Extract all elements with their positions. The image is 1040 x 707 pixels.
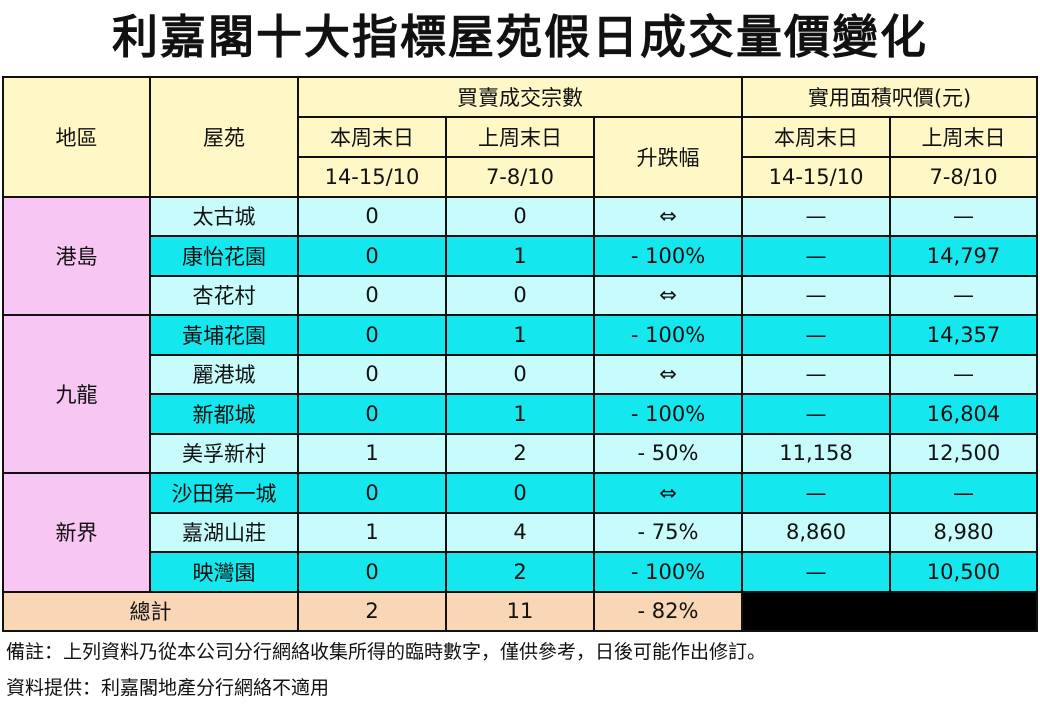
change-cell: - 100%	[592, 235, 744, 277]
last-price-cell: 8,980	[889, 511, 1039, 553]
change-cell: ⇔	[592, 274, 744, 316]
header-change: 升跌幅	[592, 116, 744, 198]
table-row: 美孚新村 1 2 - 50% 11,158 12,500	[3, 432, 1039, 474]
last-tx-cell: 0	[445, 274, 595, 316]
table-row: 康怡花園 0 1 - 100% — 14,797	[3, 235, 1039, 277]
last-price-cell: —	[889, 353, 1039, 395]
table-row: 杏花村 0 0 ⇔ — —	[3, 274, 1039, 316]
change-cell: - 75%	[592, 511, 744, 553]
this-tx-cell: 0	[297, 235, 447, 277]
this-tx-cell: 0	[297, 314, 447, 356]
last-tx-cell: 1	[445, 393, 595, 435]
estate-cell: 黃埔花園	[149, 314, 299, 356]
this-tx-cell: 0	[297, 274, 447, 316]
header-district: 地區	[2, 76, 151, 198]
last-price-cell: 16,804	[889, 393, 1039, 435]
this-price-cell: —	[741, 551, 892, 593]
this-price-cell: —	[741, 393, 892, 435]
page-title: 利嘉閣十大指標屋苑假日成交量價變化	[112, 10, 928, 64]
table-row: 麗港城 0 0 ⇔ — —	[3, 353, 1039, 395]
header-price-this-weekend: 本周末日	[741, 116, 892, 158]
estate-cell: 麗港城	[149, 353, 299, 395]
estate-cell: 康怡花園	[149, 235, 299, 277]
last-tx-cell: 1	[445, 235, 595, 277]
header-price-last-weekend-dates: 7-8/10	[889, 156, 1039, 198]
header-price-this-weekend-dates: 14-15/10	[741, 156, 892, 198]
this-price-cell: 11,158	[741, 432, 892, 474]
change-cell: - 100%	[592, 314, 744, 356]
last-tx-cell: 1	[445, 314, 595, 356]
last-price-cell: 12,500	[889, 432, 1039, 474]
estate-cell: 嘉湖山莊	[149, 511, 299, 553]
last-tx-cell: 0	[445, 195, 595, 237]
total-blackout	[741, 590, 1039, 632]
total-last-tx: 11	[445, 590, 595, 632]
this-tx-cell: 0	[297, 393, 447, 435]
this-tx-cell: 1	[297, 432, 447, 474]
this-price-cell: —	[741, 195, 892, 237]
change-cell: - 50%	[592, 432, 744, 474]
header-price-last-weekend: 上周末日	[889, 116, 1039, 158]
this-price-cell: —	[741, 314, 892, 356]
header-transactions-group: 買賣成交宗數	[296, 76, 744, 118]
last-tx-cell: 2	[445, 432, 595, 474]
this-tx-cell: 0	[297, 195, 447, 237]
last-price-cell: 14,357	[889, 314, 1039, 356]
this-tx-cell: 0	[297, 353, 447, 395]
header-estate: 屋苑	[149, 76, 299, 198]
table-row: 映灣園 0 2 - 100% — 10,500	[3, 551, 1039, 593]
this-price-cell: 8,860	[741, 511, 892, 553]
estate-cell: 杏花村	[149, 274, 299, 316]
this-price-cell: —	[741, 353, 892, 395]
change-cell: ⇔	[592, 472, 744, 514]
change-cell: ⇔	[592, 195, 744, 237]
estate-cell: 新都城	[149, 393, 299, 435]
last-price-cell: —	[889, 195, 1039, 237]
table-row: 九龍 黃埔花園 0 1 - 100% — 14,357	[2, 314, 1039, 474]
table-row: 嘉湖山莊 1 4 - 75% 8,860 8,980	[3, 511, 1039, 553]
header-this-weekend-dates: 14-15/10	[297, 156, 447, 198]
this-price-cell: —	[741, 472, 892, 514]
table-row: 港島 太古城 0 0 ⇔ — —	[2, 195, 1039, 316]
last-price-cell: 10,500	[889, 551, 1039, 593]
estate-cell: 沙田第一城	[149, 472, 299, 514]
total-row: 總計 2 11 - 82%	[2, 590, 1039, 632]
last-tx-cell: 2	[445, 551, 595, 593]
source-note: 資料提供：利嘉閣地產分行網絡不適用	[6, 677, 330, 699]
this-price-cell: —	[741, 274, 892, 316]
district-new-territories: 新界	[2, 472, 151, 593]
total-this-tx: 2	[297, 590, 447, 632]
this-tx-cell: 1	[297, 511, 447, 553]
district-hong-kong-island: 港島	[2, 195, 151, 316]
table-row: 新界 沙田第一城 0 0 ⇔ — —	[2, 472, 1039, 593]
last-tx-cell: 0	[445, 472, 595, 514]
last-price-cell: —	[889, 274, 1039, 316]
change-cell: - 100%	[592, 393, 744, 435]
estate-cell: 太古城	[149, 195, 299, 237]
footnotes: 備註：上列資料乃從本公司分行網絡收集所得的臨時數字，僅供參考，日後可能作出修訂。…	[6, 634, 1036, 706]
estate-cell: 映灣園	[149, 551, 299, 593]
this-tx-cell: 0	[297, 551, 447, 593]
last-price-cell: —	[889, 472, 1039, 514]
change-cell: ⇔	[592, 353, 744, 395]
header-price-group: 實用面積呎價(元)	[741, 76, 1039, 118]
district-kowloon: 九龍	[2, 314, 151, 474]
this-tx-cell: 0	[297, 472, 447, 514]
header-last-weekend: 上周末日	[445, 116, 595, 158]
last-tx-cell: 4	[445, 511, 595, 553]
last-price-cell: 14,797	[889, 235, 1039, 277]
transactions-table: 地區 屋苑 買賣成交宗數 實用面積呎價(元) 本周末日 上周末日 升跌幅 本周末…	[2, 76, 1039, 632]
estate-cell: 美孚新村	[149, 432, 299, 474]
total-change: - 82%	[592, 590, 744, 632]
total-label: 總計	[2, 590, 299, 632]
remark-note: 備註：上列資料乃從本公司分行網絡收集所得的臨時數字，僅供參考，日後可能作出修訂。	[6, 641, 767, 663]
change-cell: - 100%	[592, 551, 744, 593]
table-row: 新都城 0 1 - 100% — 16,804	[3, 393, 1039, 435]
this-price-cell: —	[741, 235, 892, 277]
header-last-weekend-dates: 7-8/10	[445, 156, 595, 198]
last-tx-cell: 0	[445, 353, 595, 395]
header-this-weekend: 本周末日	[297, 116, 447, 158]
